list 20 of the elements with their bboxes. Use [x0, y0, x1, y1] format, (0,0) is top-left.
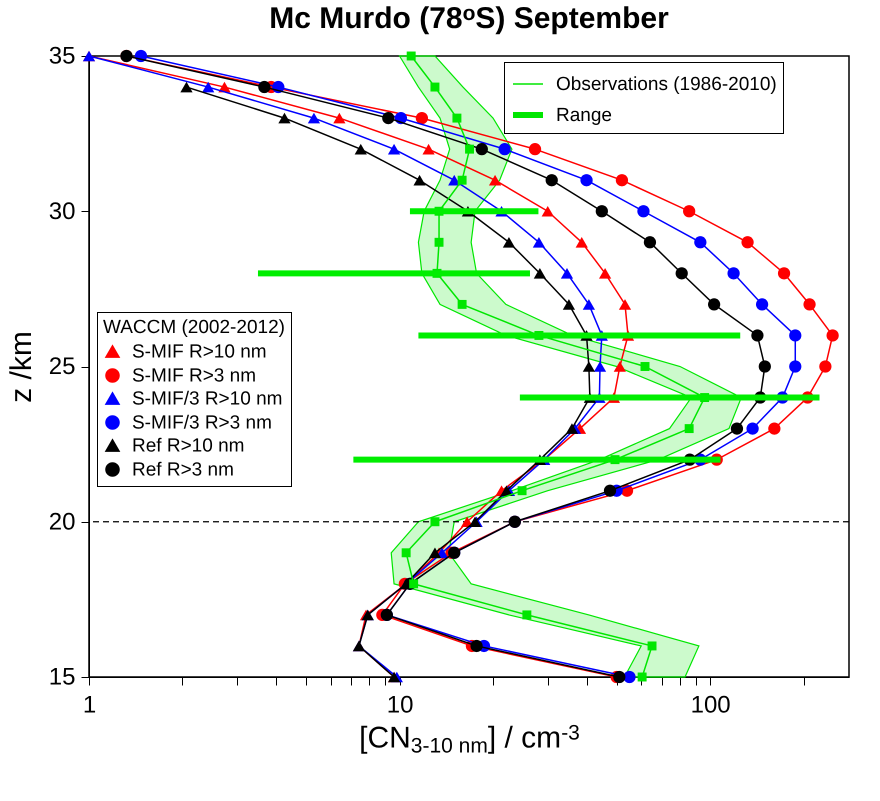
y-tick-label: 20 [48, 508, 76, 536]
y-tick-label: 35 [48, 42, 76, 70]
legend-label: S-MIF/3 R>10 nm [132, 388, 282, 410]
y-tick-label: 30 [48, 198, 76, 225]
legend-label: Observations (1986-2010) [556, 74, 777, 95]
legend-label: S-MIF/3 R>3 nm [132, 412, 272, 434]
legend-label: S-MIF R>10 nm [132, 342, 267, 362]
legend-label: S-MIF R>3 nm [132, 366, 256, 386]
legend-title: WACCM (2002-2012) [103, 317, 285, 338]
y-tick-label: 25 [48, 353, 76, 380]
legend-label: Ref R>3 nm [132, 460, 234, 480]
chart-title: Mc Murdo (78$^{o}$S) September [269, 2, 670, 35]
x-tick-label: 10 [386, 692, 414, 718]
y-tick-label: 15 [48, 664, 76, 690]
x-tick-label: 1 [82, 692, 96, 718]
legend-label: Range [556, 105, 612, 126]
x-tick-label: 100 [690, 692, 731, 718]
legend-label: Ref R>10 nm [132, 436, 244, 456]
y-axis-title: z /km [4, 331, 38, 403]
x-axis-title: [CN$_{3-10 nm}$] / cm$^{-3}$ [359, 721, 580, 758]
